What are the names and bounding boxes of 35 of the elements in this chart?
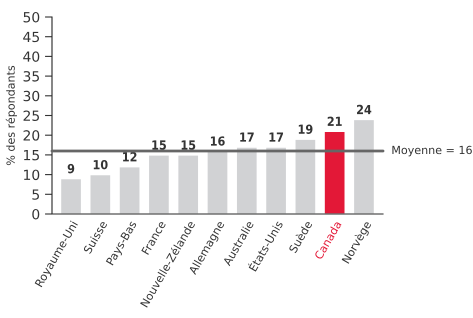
data-label: 9 bbox=[68, 164, 74, 174]
y-tick-label: 50 bbox=[24, 12, 40, 22]
y-axis-title: % des répondants bbox=[6, 66, 17, 166]
bar bbox=[60, 178, 82, 214]
bar bbox=[176, 154, 200, 214]
y-tick-label: 25 bbox=[24, 110, 39, 121]
y-tick-label: 35 bbox=[24, 71, 39, 82]
bar bbox=[323, 130, 346, 214]
y-tick-label: 30 bbox=[24, 90, 40, 102]
bar bbox=[118, 166, 141, 214]
bar bbox=[89, 174, 112, 214]
bar bbox=[352, 118, 376, 214]
data-label: 10 bbox=[94, 160, 108, 170]
y-tick-label: 40 bbox=[23, 51, 40, 62]
data-label: 17 bbox=[270, 132, 284, 142]
y-tick-label: 0 bbox=[32, 208, 40, 220]
y-tick-label: 10 bbox=[24, 170, 40, 180]
data-label: 15 bbox=[182, 140, 196, 150]
bar bbox=[294, 138, 317, 214]
bar bbox=[264, 146, 288, 214]
data-label: 24 bbox=[357, 104, 372, 114]
data-label: 17 bbox=[240, 132, 254, 142]
bar bbox=[148, 154, 170, 214]
y-tick-label: 45 bbox=[23, 32, 39, 42]
bar bbox=[206, 150, 229, 214]
data-label: 19 bbox=[298, 124, 312, 134]
y-tick-label: 20 bbox=[24, 130, 40, 141]
data-label: 21 bbox=[328, 116, 342, 126]
y-tick-label: 15 bbox=[24, 150, 39, 160]
bar bbox=[236, 146, 258, 214]
data-label: 15 bbox=[152, 140, 166, 150]
data-label: 16 bbox=[210, 136, 225, 146]
data-label: 12 bbox=[123, 152, 136, 162]
ref-line-label: Moyenne = 16 bbox=[392, 146, 472, 156]
y-tick-label: 5 bbox=[32, 189, 39, 200]
